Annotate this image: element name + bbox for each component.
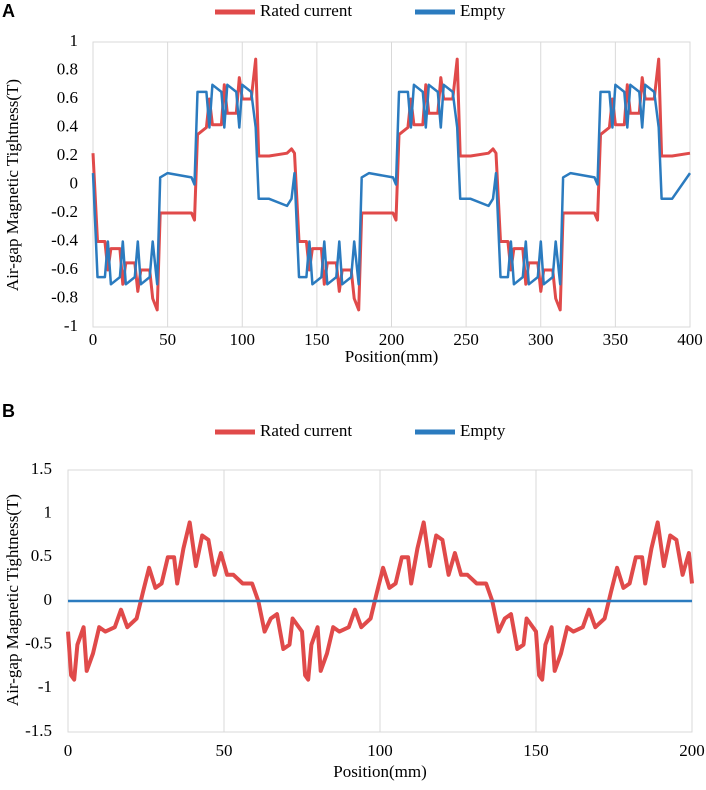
- x-tick-label: 50: [159, 330, 176, 349]
- x-tick-label: 250: [453, 330, 479, 349]
- y-axis-title: Air-gap Magnetic Tightness(T): [3, 494, 22, 706]
- series-line: [91, 83, 692, 286]
- x-tick-label: 100: [230, 330, 256, 349]
- y-tick-label: 0.8: [57, 59, 78, 78]
- x-tick-label: 300: [528, 330, 554, 349]
- y-tick-label: 1: [70, 31, 79, 50]
- y-tick-label: -0.4: [51, 230, 78, 249]
- chart-panel: A0 50 100 150 200 250 300 350 40010.80.60.40.20-…: [2, 1, 703, 366]
- y-tick-label: 1: [44, 503, 53, 522]
- y-tick-label: 0.4: [57, 116, 79, 135]
- legend-label: Empty: [460, 1, 506, 20]
- legend-label: Rated current: [260, 421, 352, 440]
- y-tick-label: 0.5: [31, 546, 52, 565]
- chart-panel: B 0 50 100 150 200 1.5 1 0.5 0 -0.5 -1 -1.5 Position(…: [2, 401, 705, 781]
- x-axis-title: Position(mm): [345, 347, 439, 366]
- x-tick-label: 50: [216, 741, 233, 760]
- y-tick-label: 0: [70, 173, 79, 192]
- y-tick-label: -0.2: [51, 202, 78, 221]
- x-tick-label: 0: [64, 741, 73, 760]
- x-tick-label: 200: [679, 741, 705, 760]
- y-tick-label: -1.5: [25, 721, 52, 740]
- series-line: [66, 520, 694, 682]
- legend-label: Rated current: [260, 1, 352, 20]
- y-tick-label: -0.8: [51, 287, 78, 306]
- y-tick-label: 1.5: [31, 459, 52, 478]
- panel-label: B: [2, 401, 15, 421]
- y-tick-label: 0.6: [57, 88, 78, 107]
- y-tick-label: -0.6: [51, 259, 78, 278]
- y-tick-label: -1: [64, 316, 78, 335]
- x-tick-label: 200: [379, 330, 405, 349]
- y-tick-label: -1: [38, 677, 52, 696]
- x-tick-label: 400: [677, 330, 703, 349]
- x-axis-title: Position(mm): [333, 762, 427, 781]
- y-tick-label: 0: [44, 590, 53, 609]
- legend-label: Empty: [460, 421, 506, 440]
- x-tick-label: 350: [603, 330, 629, 349]
- panel-label: A: [2, 1, 15, 21]
- x-tick-label: 100: [367, 741, 393, 760]
- series-line: [91, 57, 691, 312]
- y-axis-title: Air-gap Magnetic Tightness(T): [3, 79, 22, 291]
- y-tick-label: 0.2: [57, 145, 78, 164]
- y-tick-label: -0.5: [25, 634, 52, 653]
- x-tick-label: 0: [89, 330, 98, 349]
- x-tick-label: 150: [304, 330, 330, 349]
- x-tick-label: 150: [523, 741, 549, 760]
